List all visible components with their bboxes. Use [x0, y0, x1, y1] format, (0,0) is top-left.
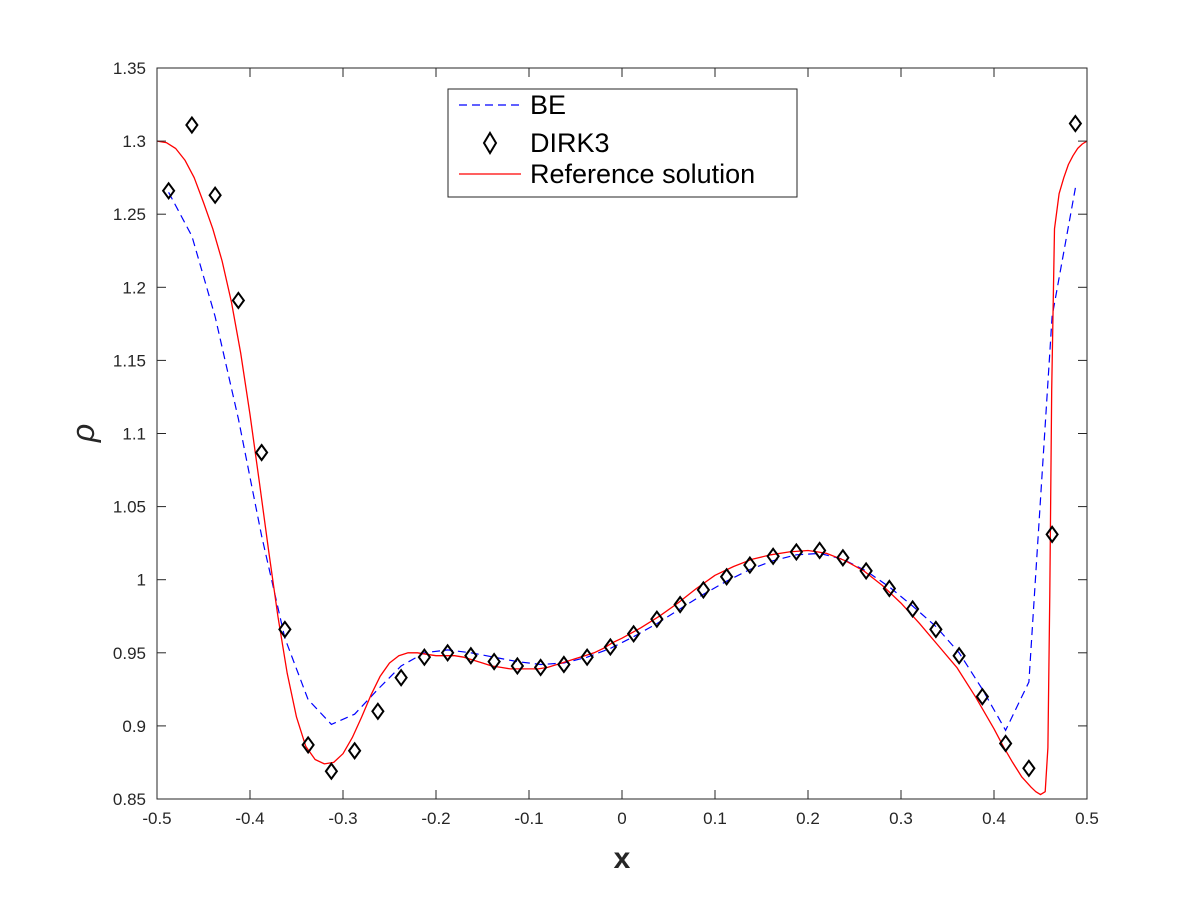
y-tick-label: 1.2: [122, 278, 146, 297]
x-tick-label: 0: [617, 809, 626, 828]
y-tick-label: 1.05: [113, 498, 146, 517]
y-tick-label: 0.9: [122, 717, 146, 736]
dirk3-point: [417, 647, 432, 667]
dirk3-point: [1022, 759, 1036, 778]
dirk3-point: [789, 542, 804, 562]
dirk3-point: [510, 656, 525, 676]
x-tick-label: -0.1: [514, 809, 543, 828]
dirk3-point: [185, 115, 199, 135]
legend: BE DIRK3 Reference solution: [447, 88, 798, 198]
dirk3-point: [650, 609, 664, 629]
dirk3-point: [464, 646, 478, 665]
dirk3-point: [324, 762, 339, 781]
x-tick-label: 0.1: [703, 809, 727, 828]
y-tick-label: 1.35: [113, 59, 146, 78]
dirk3-point: [1045, 525, 1059, 544]
y-tick-label: 1.25: [113, 205, 146, 224]
dirk3-point: [231, 291, 246, 310]
dirk3-point: [161, 181, 176, 200]
legend-label-be: BE: [530, 90, 566, 120]
dirk3-point: [952, 646, 966, 665]
dirk3-point: [301, 735, 315, 755]
dirk3-point: [580, 647, 594, 667]
dirk3-point: [812, 541, 827, 560]
x-tick-label: 0.3: [889, 809, 913, 828]
dirk3-point: [208, 186, 222, 205]
dirk3-point: [719, 567, 734, 586]
x-tick-label: 0.4: [982, 809, 1006, 828]
x-tick-label: -0.5: [142, 809, 171, 828]
x-tick-label: -0.3: [328, 809, 357, 828]
y-tick-label: 1: [137, 571, 146, 590]
dirk3-point: [766, 547, 780, 566]
x-tick-label: 0.5: [1075, 809, 1099, 828]
x-tick-label: -0.2: [421, 809, 450, 828]
dirk3-point: [394, 668, 408, 687]
dirk3-point: [440, 643, 455, 662]
y-tick-label: 1.3: [122, 132, 146, 151]
legend-label-dirk3: DIRK3: [530, 128, 610, 158]
dirk3-point: [487, 652, 501, 671]
y-tick-label: 1.15: [113, 351, 146, 370]
dirk3-point: [371, 702, 385, 721]
dirk3-point: [278, 620, 292, 639]
dirk3-point: [347, 741, 362, 760]
dirk3-point: [859, 561, 873, 581]
x-tick-label: 0.2: [796, 809, 820, 828]
y-tick-label: 0.85: [113, 790, 146, 809]
dirk3-point: [626, 624, 641, 643]
dirk3-point: [533, 658, 548, 677]
legend-box: [447, 88, 798, 198]
dirk3-point: [696, 580, 711, 600]
dirk3-point: [975, 687, 990, 706]
legend-label-reference: Reference solution: [530, 159, 755, 189]
dirk3-point: [836, 548, 850, 567]
y-tick-label: 0.95: [113, 644, 146, 663]
dirk3-point: [998, 734, 1013, 753]
dirk3-point: [557, 655, 571, 674]
y-tick-label: 1.1: [122, 425, 146, 444]
series-layer: [156, 114, 1088, 796]
dirk3-point: [603, 637, 618, 657]
dirk3-point: [929, 620, 943, 639]
dirk3-point: [1068, 114, 1083, 133]
legend-swatch-dirk3: [482, 131, 498, 155]
dirk3-point: [254, 443, 269, 462]
dirk3-point: [673, 595, 687, 614]
x-axis-label: x: [614, 842, 631, 875]
dirk3-point: [743, 555, 757, 575]
dirk3-point: [882, 579, 897, 598]
series-reference-line: [156, 140, 1088, 796]
dirk3-point: [905, 599, 920, 619]
y-axis-label: ρ: [65, 424, 101, 443]
x-tick-label: -0.4: [235, 809, 264, 828]
series-be-line: [168, 187, 1076, 732]
ticks-layer: -0.5 -0.4 -0.3 -0.2 -0.1 0 0.1 0.2 0.3 0.4 0.5 0.85…: [113, 59, 1099, 828]
